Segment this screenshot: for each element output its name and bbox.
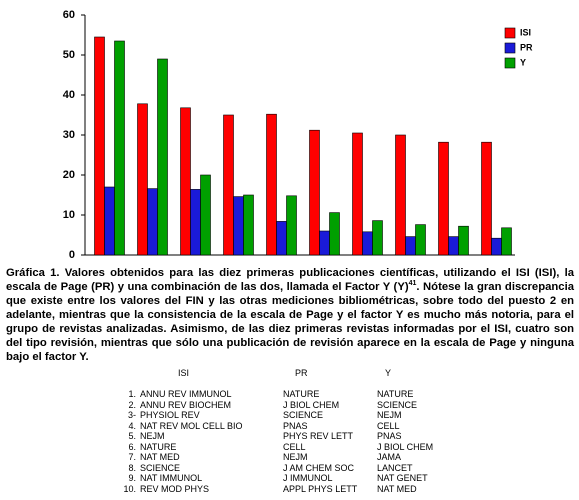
bar xyxy=(491,237,502,256)
journal: NEJM xyxy=(377,410,402,420)
y-tick-label: 20 xyxy=(63,169,75,181)
journal: PHYS REV LETT xyxy=(283,431,354,441)
chart: 010203040506012345678910ISIPRY xyxy=(63,9,533,262)
rank: 6. xyxy=(128,441,136,452)
bar xyxy=(362,231,373,256)
rank: 3- xyxy=(127,410,136,420)
journal: PNAS xyxy=(377,431,402,441)
caption: Gráfica 1. Valores obtenidos para las di… xyxy=(6,266,574,364)
bar xyxy=(415,224,426,256)
bar xyxy=(94,36,105,256)
journal: NATURE xyxy=(283,389,320,399)
journal: NEJM xyxy=(140,431,165,441)
journal: J BIOL CHEM xyxy=(377,441,434,452)
bar xyxy=(481,141,492,256)
legend-label: ISI xyxy=(520,27,531,37)
bar xyxy=(104,186,115,256)
bar xyxy=(309,129,320,256)
bar xyxy=(319,230,330,256)
bar xyxy=(233,196,244,256)
journal: J IMMUNOL xyxy=(283,473,333,483)
table-header: ISI xyxy=(178,368,190,378)
journal: PHYSIOL REV xyxy=(140,410,200,420)
bar xyxy=(501,227,512,256)
journal: APPL PHYS LETT xyxy=(283,483,358,494)
bar xyxy=(266,113,277,256)
bar xyxy=(448,236,459,256)
y-tick-label: 0 xyxy=(69,249,75,261)
rank: 7. xyxy=(128,452,136,462)
bar xyxy=(438,141,449,256)
bar xyxy=(329,212,340,256)
journal: PNAS xyxy=(283,420,308,431)
journal: J AM CHEM SOC xyxy=(283,462,355,473)
journal: SCIENCE xyxy=(140,462,181,473)
caption-text: . Nótese la gran discrepancia que existe… xyxy=(6,281,575,363)
y-tick-label: 50 xyxy=(63,49,75,61)
bar xyxy=(200,174,211,256)
legend-swatch xyxy=(504,42,516,54)
rank: 8. xyxy=(128,462,136,473)
journal: J BIOL CHEM xyxy=(283,399,340,410)
y-tick-label: 30 xyxy=(63,129,75,141)
journal: NAT REV MOL CELL BIO xyxy=(140,420,243,431)
journal: NATURE xyxy=(140,441,177,452)
journal: NAT GENET xyxy=(377,473,428,483)
rank: 1. xyxy=(128,389,136,399)
journal: NAT MED xyxy=(377,483,417,494)
rank: 10. xyxy=(123,483,136,494)
bar xyxy=(372,220,383,256)
y-tick-label: 60 xyxy=(63,9,75,21)
y-tick-label: 40 xyxy=(63,89,75,101)
bar xyxy=(147,188,158,256)
rank: 5. xyxy=(128,431,136,441)
journal: NEJM xyxy=(283,452,308,462)
bar xyxy=(223,114,234,256)
journal: SCIENCE xyxy=(283,410,324,420)
journal: LANCET xyxy=(377,462,413,473)
legend-label: Y xyxy=(520,57,526,67)
journal: CELL xyxy=(377,420,400,431)
legend-swatch xyxy=(504,57,516,69)
journal: CELL xyxy=(283,441,306,452)
caption-ref: 41 xyxy=(408,280,417,288)
journal: SCIENCE xyxy=(377,399,418,410)
rank: 9. xyxy=(128,473,136,483)
table-header: PR xyxy=(295,368,308,378)
legend-swatch xyxy=(504,27,516,39)
rank: 2. xyxy=(128,399,136,410)
journal: REV MOD PHYS xyxy=(140,483,210,494)
bar xyxy=(458,225,469,256)
caption-text: Gráfica 1. Valores obtenidos para las di… xyxy=(6,267,574,293)
bar xyxy=(276,221,287,256)
journal: NAT MED xyxy=(140,452,180,462)
bar xyxy=(180,107,191,256)
bar xyxy=(352,132,363,256)
bar xyxy=(286,195,297,256)
table-header: Y xyxy=(385,368,392,378)
y-tick-label: 10 xyxy=(63,209,75,221)
journal: ANNU REV BIOCHEM xyxy=(140,399,232,410)
bar xyxy=(395,134,406,256)
bar xyxy=(137,103,148,256)
bar xyxy=(114,40,125,256)
legend-label: PR xyxy=(520,42,533,52)
bar xyxy=(405,236,416,256)
journal: NATURE xyxy=(377,389,414,399)
journal: JAMA xyxy=(377,452,402,462)
journal: NAT IMMUNOL xyxy=(140,473,203,483)
bar xyxy=(157,58,168,256)
journal: ANNU REV IMMUNOL xyxy=(140,389,232,399)
bar xyxy=(190,189,201,256)
rank: 4. xyxy=(128,420,136,431)
bar xyxy=(243,194,254,256)
